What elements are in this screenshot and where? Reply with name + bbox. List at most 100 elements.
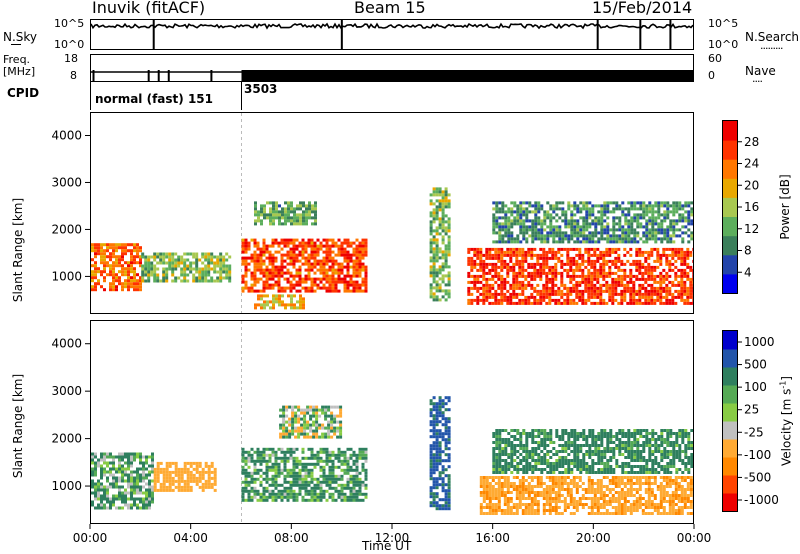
echo-cell (482, 497, 486, 500)
echo-cell (139, 288, 142, 292)
echo-cell (617, 292, 621, 296)
echo-cell (279, 414, 283, 418)
echo-cell (133, 285, 136, 289)
echo-cell (614, 298, 618, 302)
echo-cell (310, 462, 314, 466)
echo-cell (151, 467, 154, 471)
echo-cell (260, 297, 263, 301)
echo-cell (651, 237, 655, 241)
echo-cell (632, 500, 636, 503)
echo-cell (361, 268, 365, 272)
echo-cell (632, 274, 636, 278)
echo-cell (650, 265, 654, 269)
nave-block (241, 70, 693, 81)
echo-cell (603, 228, 607, 232)
echo-cell (600, 237, 604, 241)
echo-cell (593, 268, 597, 272)
echo-cell (653, 301, 657, 305)
echo-cell (310, 468, 314, 472)
echo-cell (663, 213, 667, 217)
echo-cell (492, 231, 496, 235)
echo-cell (560, 488, 564, 491)
echo-cell (177, 482, 181, 486)
echo-cell (606, 240, 610, 244)
echo-cell (572, 485, 576, 488)
echo-cell (328, 480, 332, 484)
echo-cell (313, 465, 317, 469)
echo-cell (611, 250, 615, 254)
echo-cell (572, 301, 576, 305)
echo-cell (94, 243, 97, 247)
echo-cell (555, 228, 559, 232)
echo-cell (510, 222, 514, 226)
echo-cell (192, 473, 196, 477)
echo-cell (268, 286, 272, 290)
echo-cell (171, 261, 175, 265)
echo-cell (192, 273, 196, 277)
echo-cell (124, 270, 127, 274)
echo-cell (268, 271, 272, 275)
echo-cell (587, 497, 591, 500)
echo-cell (301, 462, 305, 466)
echo-cell (603, 219, 607, 223)
echo-cell (536, 262, 540, 266)
echo-cell (325, 498, 329, 502)
echo-cell (564, 225, 568, 229)
echo-cell (432, 292, 436, 296)
echo-cell (447, 277, 451, 281)
echo-cell (432, 193, 436, 197)
echo-cell (213, 467, 217, 471)
echo-cell (470, 262, 474, 266)
echo-cell (147, 258, 151, 262)
echo-cell (139, 282, 142, 286)
echo-cell (605, 259, 609, 263)
echo-cell (617, 500, 621, 503)
echo-cell (650, 301, 654, 305)
echo-cell (639, 207, 643, 211)
echo-cell (207, 273, 211, 277)
echo-cell (533, 268, 537, 272)
echo-cell (219, 255, 223, 259)
echo-cell (587, 286, 591, 290)
echo-cell (274, 468, 278, 472)
echo-cell (522, 228, 526, 232)
echo-cell (314, 219, 317, 223)
echo-cell (612, 207, 616, 211)
echo-cell (663, 237, 667, 241)
echo-cell (304, 256, 308, 260)
echo-cell (298, 250, 302, 254)
echo-cell (298, 268, 302, 272)
echo-cell (328, 268, 332, 272)
echo-cell (548, 292, 552, 296)
echo-cell (429, 271, 433, 275)
echo-cell (274, 259, 278, 263)
echo-cell (112, 261, 115, 265)
echo-cell (207, 479, 211, 483)
echo-cell (349, 489, 353, 493)
echo-cell (168, 488, 172, 492)
echo-cell (548, 301, 552, 305)
echo-cell (621, 201, 625, 205)
echo-cell (575, 500, 579, 503)
echo-cell (563, 503, 567, 506)
echo-cell (168, 267, 172, 271)
echo-cell (497, 283, 501, 287)
echo-cell (210, 461, 214, 465)
echo-cell (524, 488, 528, 491)
echo-cell (308, 213, 311, 217)
echo-cell (558, 231, 562, 235)
echo-cell (142, 506, 145, 510)
echo-cell (476, 280, 480, 284)
echo-cell (678, 219, 682, 223)
echo-cell (316, 453, 320, 457)
echo-cell (290, 300, 293, 304)
echo-cell (295, 462, 299, 466)
echo-cell (605, 247, 609, 251)
echo-cell (429, 423, 433, 427)
echo-cell (139, 246, 142, 250)
echo-cell (654, 237, 658, 241)
echo-cell (358, 241, 362, 245)
echo-cell (467, 271, 471, 275)
echo-cell (429, 489, 433, 493)
echo-cell (435, 238, 439, 242)
